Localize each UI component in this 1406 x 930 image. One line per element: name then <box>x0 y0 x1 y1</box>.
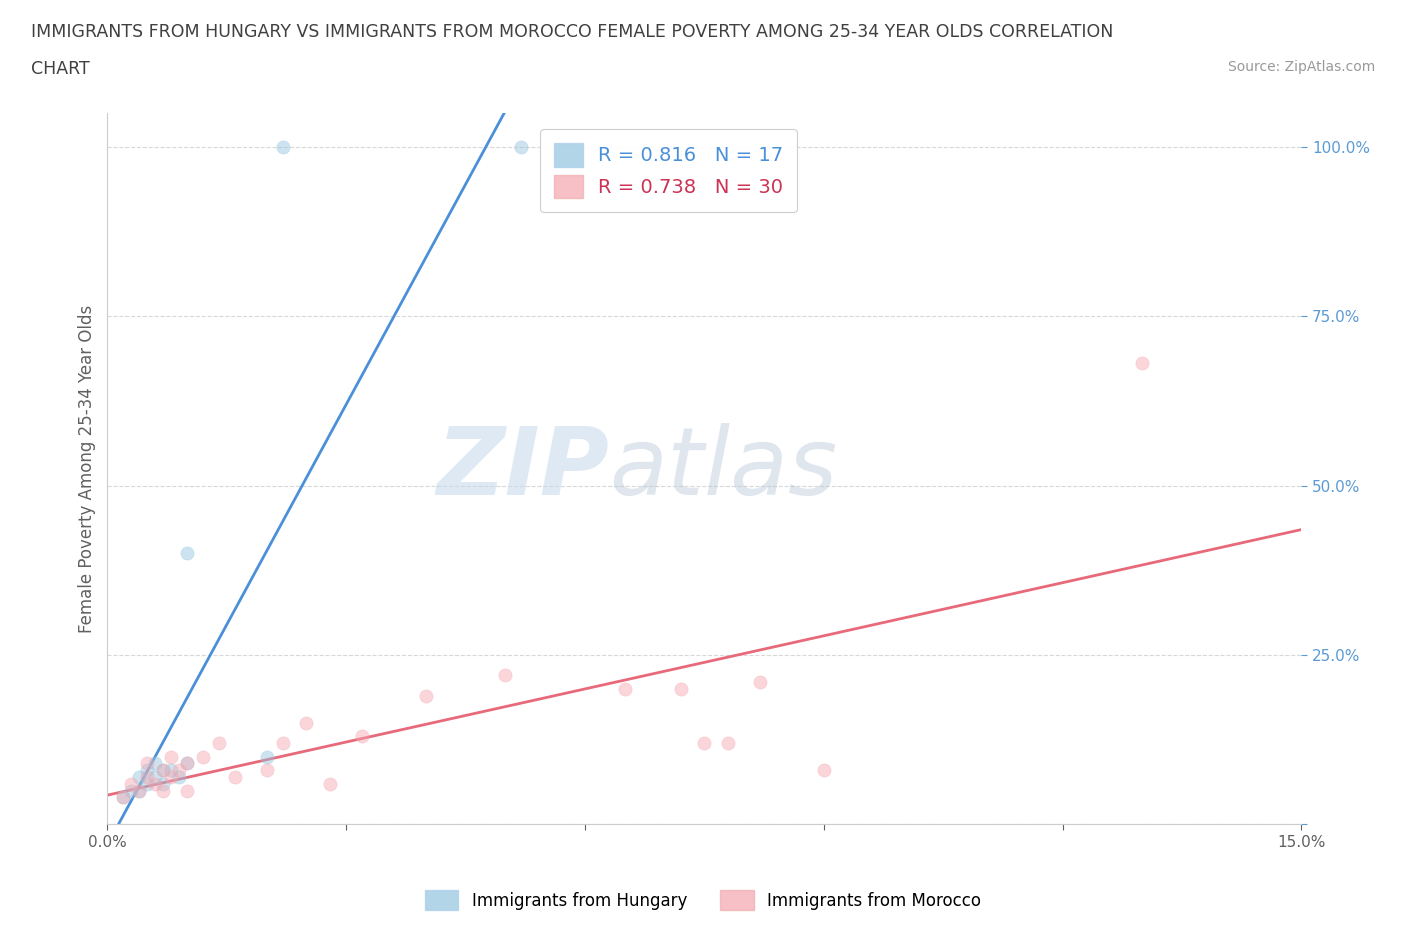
Point <box>669 682 692 697</box>
Point <box>510 140 533 154</box>
Point <box>128 783 150 798</box>
Point <box>319 777 342 791</box>
Point <box>813 763 835 777</box>
Point <box>494 668 516 683</box>
Point <box>152 763 174 777</box>
Point <box>136 770 159 785</box>
Point <box>120 777 142 791</box>
Point <box>749 674 772 689</box>
Text: Source: ZipAtlas.com: Source: ZipAtlas.com <box>1227 60 1375 74</box>
Text: CHART: CHART <box>31 60 90 78</box>
Point <box>152 777 174 791</box>
Point <box>191 750 214 764</box>
Legend: R = 0.816   N = 17, R = 0.738   N = 30: R = 0.816 N = 17, R = 0.738 N = 30 <box>540 129 797 212</box>
Point <box>143 777 166 791</box>
Point <box>112 790 135 804</box>
Point <box>128 783 150 798</box>
Point <box>167 763 190 777</box>
Point <box>295 715 318 730</box>
Y-axis label: Female Poverty Among 25-34 Year Olds: Female Poverty Among 25-34 Year Olds <box>79 304 96 632</box>
Point <box>256 763 278 777</box>
Point <box>167 770 190 785</box>
Point <box>152 783 174 798</box>
Point <box>693 736 716 751</box>
Point <box>224 770 246 785</box>
Text: atlas: atlas <box>609 423 837 514</box>
Point <box>176 756 198 771</box>
Point <box>160 770 183 785</box>
Point <box>120 783 142 798</box>
Point <box>160 763 183 777</box>
Point <box>415 688 437 703</box>
Point <box>613 682 636 697</box>
Point <box>176 546 198 561</box>
Point <box>717 736 740 751</box>
Point <box>271 736 294 751</box>
Point <box>143 756 166 771</box>
Text: ZIP: ZIP <box>436 422 609 514</box>
Point <box>352 729 374 744</box>
Point <box>112 790 135 804</box>
Point <box>136 763 159 777</box>
Point <box>136 756 159 771</box>
Point <box>176 756 198 771</box>
Point <box>160 750 183 764</box>
Point <box>128 770 150 785</box>
Text: IMMIGRANTS FROM HUNGARY VS IMMIGRANTS FROM MOROCCO FEMALE POVERTY AMONG 25-34 YE: IMMIGRANTS FROM HUNGARY VS IMMIGRANTS FR… <box>31 23 1114 41</box>
Point <box>176 783 198 798</box>
Point <box>271 140 294 154</box>
Point <box>152 763 174 777</box>
Point <box>1130 356 1153 371</box>
Legend: Immigrants from Hungary, Immigrants from Morocco: Immigrants from Hungary, Immigrants from… <box>419 884 987 917</box>
Point <box>143 770 166 785</box>
Point <box>136 777 159 791</box>
Point <box>256 750 278 764</box>
Point <box>208 736 231 751</box>
